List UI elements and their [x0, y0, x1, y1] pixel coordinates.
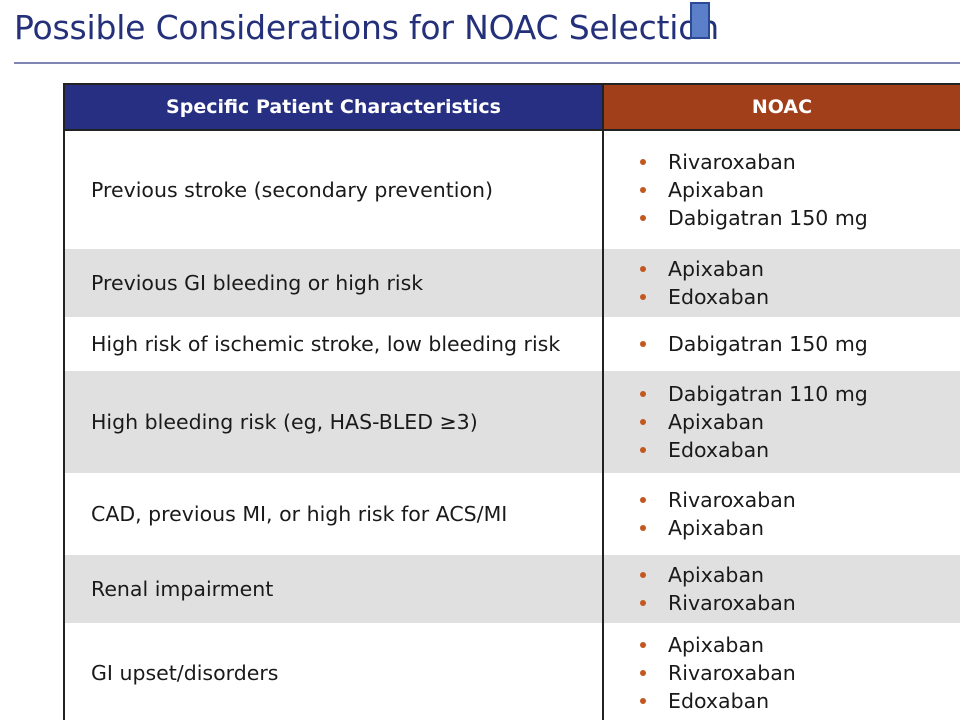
noac-name: Apixaban: [668, 632, 764, 657]
noac-name: Edoxaban: [668, 688, 770, 713]
noac-item: Apixaban: [604, 561, 960, 589]
bullet-icon: [640, 159, 646, 165]
noac-item: Rivaroxaban: [604, 589, 960, 617]
characteristic-text: Previous GI bleeding or high risk: [91, 271, 424, 295]
noac-name: Rivaroxaban: [668, 488, 796, 512]
noac-cell: Apixaban Rivaroxaban Edoxaban: [604, 623, 960, 720]
characteristic-text: GI upset/disorders: [91, 660, 279, 685]
bullet-icon: [640, 600, 646, 606]
noac-name: Apixaban: [668, 410, 764, 434]
bullet-icon: [640, 294, 646, 300]
table-header-row: Specific Patient Characteristics NOAC: [65, 85, 960, 131]
noac-item: Rivaroxaban: [604, 148, 960, 176]
table-row: High risk of ischemic stroke, low bleedi…: [65, 317, 960, 371]
noac-name: Edoxaban: [668, 285, 770, 309]
bullet-icon: [640, 697, 646, 704]
noac-name: Rivaroxaban: [668, 591, 796, 615]
noac-item: Dabigatran 110 mg: [604, 380, 960, 408]
header-label-characteristics: Specific Patient Characteristics: [166, 96, 501, 118]
bullet-icon: [640, 341, 646, 347]
bullet-icon: [640, 525, 646, 531]
noac-name: Apixaban: [668, 178, 764, 202]
noac-item: Apixaban: [604, 631, 960, 659]
characteristic-cell: CAD, previous MI, or high risk for ACS/M…: [65, 473, 604, 555]
table-row: GI upset/disorders Apixaban Rivaroxaban …: [65, 623, 960, 720]
characteristic-cell: Previous GI bleeding or high risk: [65, 249, 604, 317]
noac-item: Dabigatran 150 mg: [604, 204, 960, 232]
bullet-icon: [640, 266, 646, 272]
noac-name: Dabigatran 150 mg: [668, 206, 868, 230]
noac-item: Dabigatran 150 mg: [604, 330, 960, 358]
bullet-icon: [640, 391, 646, 397]
title-divider: [14, 62, 960, 64]
noac-item: Rivaroxaban: [604, 659, 960, 687]
noac-cell: Apixaban Rivaroxaban: [604, 555, 960, 623]
table-row: Previous GI bleeding or high risk Apixab…: [65, 249, 960, 317]
noac-name: Apixaban: [668, 563, 764, 587]
characteristic-cell: High bleeding risk (eg, HAS-BLED ≥3): [65, 371, 604, 473]
noac-item: Apixaban: [604, 255, 960, 283]
table-row: Previous stroke (secondary prevention) R…: [65, 131, 960, 249]
noac-cell: Apixaban Edoxaban: [604, 249, 960, 317]
selection-marker: [690, 2, 710, 39]
header-cell-noac: NOAC: [604, 85, 960, 129]
characteristic-cell: GI upset/disorders: [65, 623, 604, 720]
bullet-icon: [640, 669, 646, 676]
bullet-icon: [640, 447, 646, 453]
noac-cell: Rivaroxaban Apixaban: [604, 473, 960, 555]
bullet-icon: [640, 497, 646, 503]
characteristic-cell: Renal impairment: [65, 555, 604, 623]
bullet-icon: [640, 215, 646, 221]
characteristic-text: Previous stroke (secondary prevention): [91, 178, 494, 202]
characteristic-text: High risk of ischemic stroke, low bleedi…: [91, 332, 561, 356]
characteristic-text: Renal impairment: [91, 577, 274, 601]
bullet-icon: [640, 572, 646, 578]
noac-name: Dabigatran 110 mg: [668, 382, 868, 406]
noac-item: Edoxaban: [604, 436, 960, 464]
characteristic-text: High bleeding risk (eg, HAS-BLED ≥3): [91, 410, 478, 434]
noac-item: Apixaban: [604, 176, 960, 204]
noac-cell: Dabigatran 150 mg: [604, 317, 960, 371]
noac-cell: Dabigatran 110 mg Apixaban Edoxaban: [604, 371, 960, 473]
bullet-icon: [640, 419, 646, 425]
noac-name: Apixaban: [668, 516, 764, 540]
table-row: Renal impairment Apixaban Rivaroxaban: [65, 555, 960, 623]
noac-name: Edoxaban: [668, 438, 770, 462]
bullet-icon: [640, 641, 646, 648]
noac-name: Apixaban: [668, 257, 764, 281]
header-cell-characteristics: Specific Patient Characteristics: [65, 85, 604, 129]
characteristic-cell: High risk of ischemic stroke, low bleedi…: [65, 317, 604, 371]
page-title: Possible Considerations for NOAC Selecti…: [14, 8, 719, 47]
table-row: High bleeding risk (eg, HAS-BLED ≥3) Dab…: [65, 371, 960, 473]
bullet-icon: [640, 187, 646, 193]
noac-name: Dabigatran 150 mg: [668, 332, 868, 356]
noac-item: Edoxaban: [604, 283, 960, 311]
noac-name: Rivaroxaban: [668, 660, 796, 685]
characteristic-text: CAD, previous MI, or high risk for ACS/M…: [91, 502, 508, 526]
noac-table: Specific Patient Characteristics NOAC Pr…: [63, 83, 960, 720]
table-row: CAD, previous MI, or high risk for ACS/M…: [65, 473, 960, 555]
header-label-noac: NOAC: [751, 96, 813, 118]
noac-item: Rivaroxaban: [604, 486, 960, 514]
noac-cell: Rivaroxaban Apixaban Dabigatran 150 mg: [604, 131, 960, 249]
noac-item: Apixaban: [604, 514, 960, 542]
noac-item: Apixaban: [604, 408, 960, 436]
characteristic-cell: Previous stroke (secondary prevention): [65, 131, 604, 249]
noac-name: Rivaroxaban: [668, 150, 796, 174]
noac-item: Edoxaban: [604, 687, 960, 715]
